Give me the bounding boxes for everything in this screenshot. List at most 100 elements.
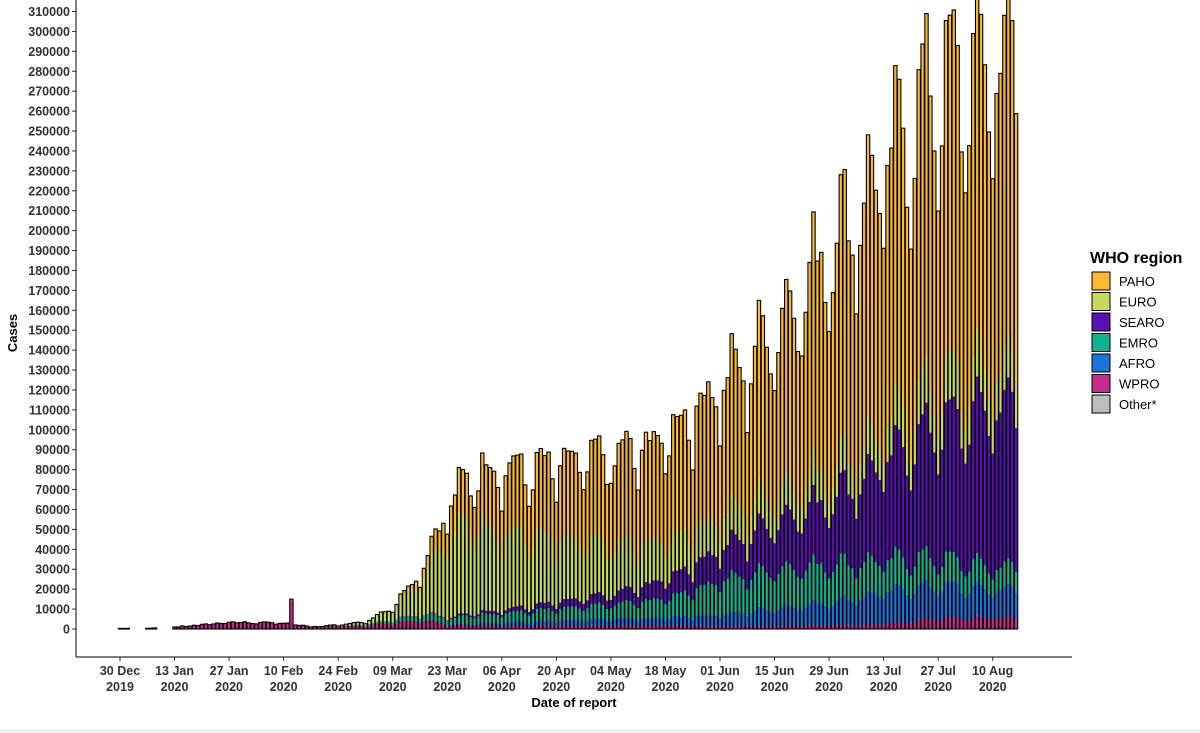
bar-segment-searo <box>807 501 812 563</box>
bar-segment-wpro <box>733 626 738 629</box>
bar-segment-euro <box>449 538 453 618</box>
bar-segment-wpro <box>659 625 664 629</box>
bar-segment-wpro <box>262 621 266 629</box>
bar-segment-searo <box>800 533 804 579</box>
day-bar <box>963 192 968 630</box>
bar-segment-wpro <box>344 625 348 629</box>
bar-segment-afro <box>601 618 605 626</box>
bar-segment-emro <box>835 564 839 602</box>
bar-segment-euro <box>663 557 668 589</box>
bar-segment-euro <box>683 528 687 567</box>
bar-segment-afro <box>924 579 929 619</box>
bar-segment-wpro <box>211 623 216 629</box>
bar-segment-searo <box>862 478 866 563</box>
legend-label: SEARO <box>1119 315 1165 330</box>
bar-segment-afro <box>878 596 882 625</box>
day-bar <box>896 78 902 630</box>
day-bar <box>608 482 614 630</box>
bar-segment-euro <box>819 468 823 500</box>
bar-segment-wpro <box>293 625 297 629</box>
bar-segment-afro <box>858 599 862 626</box>
bar-segment-emro <box>496 615 500 624</box>
bar-segment-euro <box>862 447 866 479</box>
bar-segment-euro <box>753 498 757 531</box>
bar-segment-paho <box>406 586 410 591</box>
day-bar <box>811 211 816 630</box>
bar-segment-emro <box>484 613 488 623</box>
bar-segment-euro <box>839 437 843 473</box>
bar-segment-afro <box>667 618 672 626</box>
bar-segment-emro <box>476 616 481 625</box>
bar-segment-euro <box>866 417 870 454</box>
bar-segment-euro <box>667 549 672 584</box>
day-bar <box>725 377 731 630</box>
bar-segment-euro <box>624 535 629 587</box>
bar-segment-emro <box>971 559 975 586</box>
day-bar <box>869 154 875 630</box>
bar-segment-wpro <box>905 622 909 629</box>
bar-segment-wpro <box>433 621 438 629</box>
bar-segment-paho <box>511 455 516 528</box>
bar-segment-emro <box>465 615 469 624</box>
y-tick-label: 40000 <box>35 543 70 557</box>
bar-segment-wpro <box>928 619 933 629</box>
bar-segment-emro <box>605 608 609 621</box>
bar-segment-emro <box>332 625 336 626</box>
bar-segment-paho <box>792 318 796 491</box>
bar-segment-afro <box>698 614 703 626</box>
bar-segment-emro <box>753 572 757 611</box>
bar-segment-wpro <box>239 622 243 629</box>
bar-segment-euro <box>589 534 594 594</box>
bar-segment-emro <box>843 553 847 596</box>
bar-segment-emro <box>862 562 866 597</box>
bar-segment-wpro <box>757 625 761 629</box>
bar-segment-emro <box>566 606 570 620</box>
bar-segment-paho <box>694 406 699 527</box>
bar-segment-euro <box>757 477 761 514</box>
bar-segment-afro <box>1014 592 1018 619</box>
bar-segment-euro <box>796 506 800 532</box>
bar-segment-afro <box>800 609 804 627</box>
bar-segment-wpro <box>546 625 551 629</box>
day-bar <box>955 44 960 630</box>
bar-segment-wpro <box>472 625 477 629</box>
x-tick-label-year: 2020 <box>270 680 298 694</box>
bar-segment-euro <box>515 527 520 607</box>
bar-segment-wpro <box>348 625 352 629</box>
bar-segment-paho <box>659 443 664 544</box>
bar-segment-wpro <box>258 622 262 629</box>
bar-segment-searo <box>581 603 586 611</box>
y-tick-label: 10000 <box>35 603 70 617</box>
bar-segment-searo <box>543 602 547 609</box>
bar-segment-wpro <box>741 626 746 629</box>
bar-segment-afro <box>655 617 660 626</box>
bar-segment-emro <box>344 625 348 626</box>
bar-segment-wpro <box>558 625 562 629</box>
bar-segment-wpro <box>215 622 220 629</box>
bar-segment-emro <box>698 585 703 615</box>
day-bar <box>258 621 263 630</box>
bar-segment-searo <box>772 543 777 582</box>
day-bar <box>300 624 306 630</box>
bar-segment-euro <box>355 622 360 625</box>
bar-segment-afro <box>870 592 874 625</box>
bar-segment-wpro <box>246 622 251 629</box>
day-bar <box>1009 20 1015 630</box>
bar-segment-euro <box>457 513 461 614</box>
bar-segment-searo <box>687 574 691 596</box>
bar-segment-paho <box>831 292 835 488</box>
bar-segment-searo <box>913 464 917 567</box>
bar-segment-paho <box>881 248 886 466</box>
day-bar <box>717 445 723 630</box>
bar-segment-wpro <box>535 625 539 629</box>
bar-segment-searo <box>881 491 886 572</box>
bar-segment-wpro <box>324 626 329 629</box>
bar-segment-afro <box>979 584 983 617</box>
day-bar <box>176 626 181 630</box>
bar-segment-afro <box>589 618 594 626</box>
bar-segment-wpro <box>332 625 336 629</box>
day-bar <box>1002 14 1007 630</box>
bar-segment-searo <box>745 561 749 590</box>
bar-segment-emro <box>492 613 496 623</box>
bar-segment-searo <box>433 613 438 615</box>
